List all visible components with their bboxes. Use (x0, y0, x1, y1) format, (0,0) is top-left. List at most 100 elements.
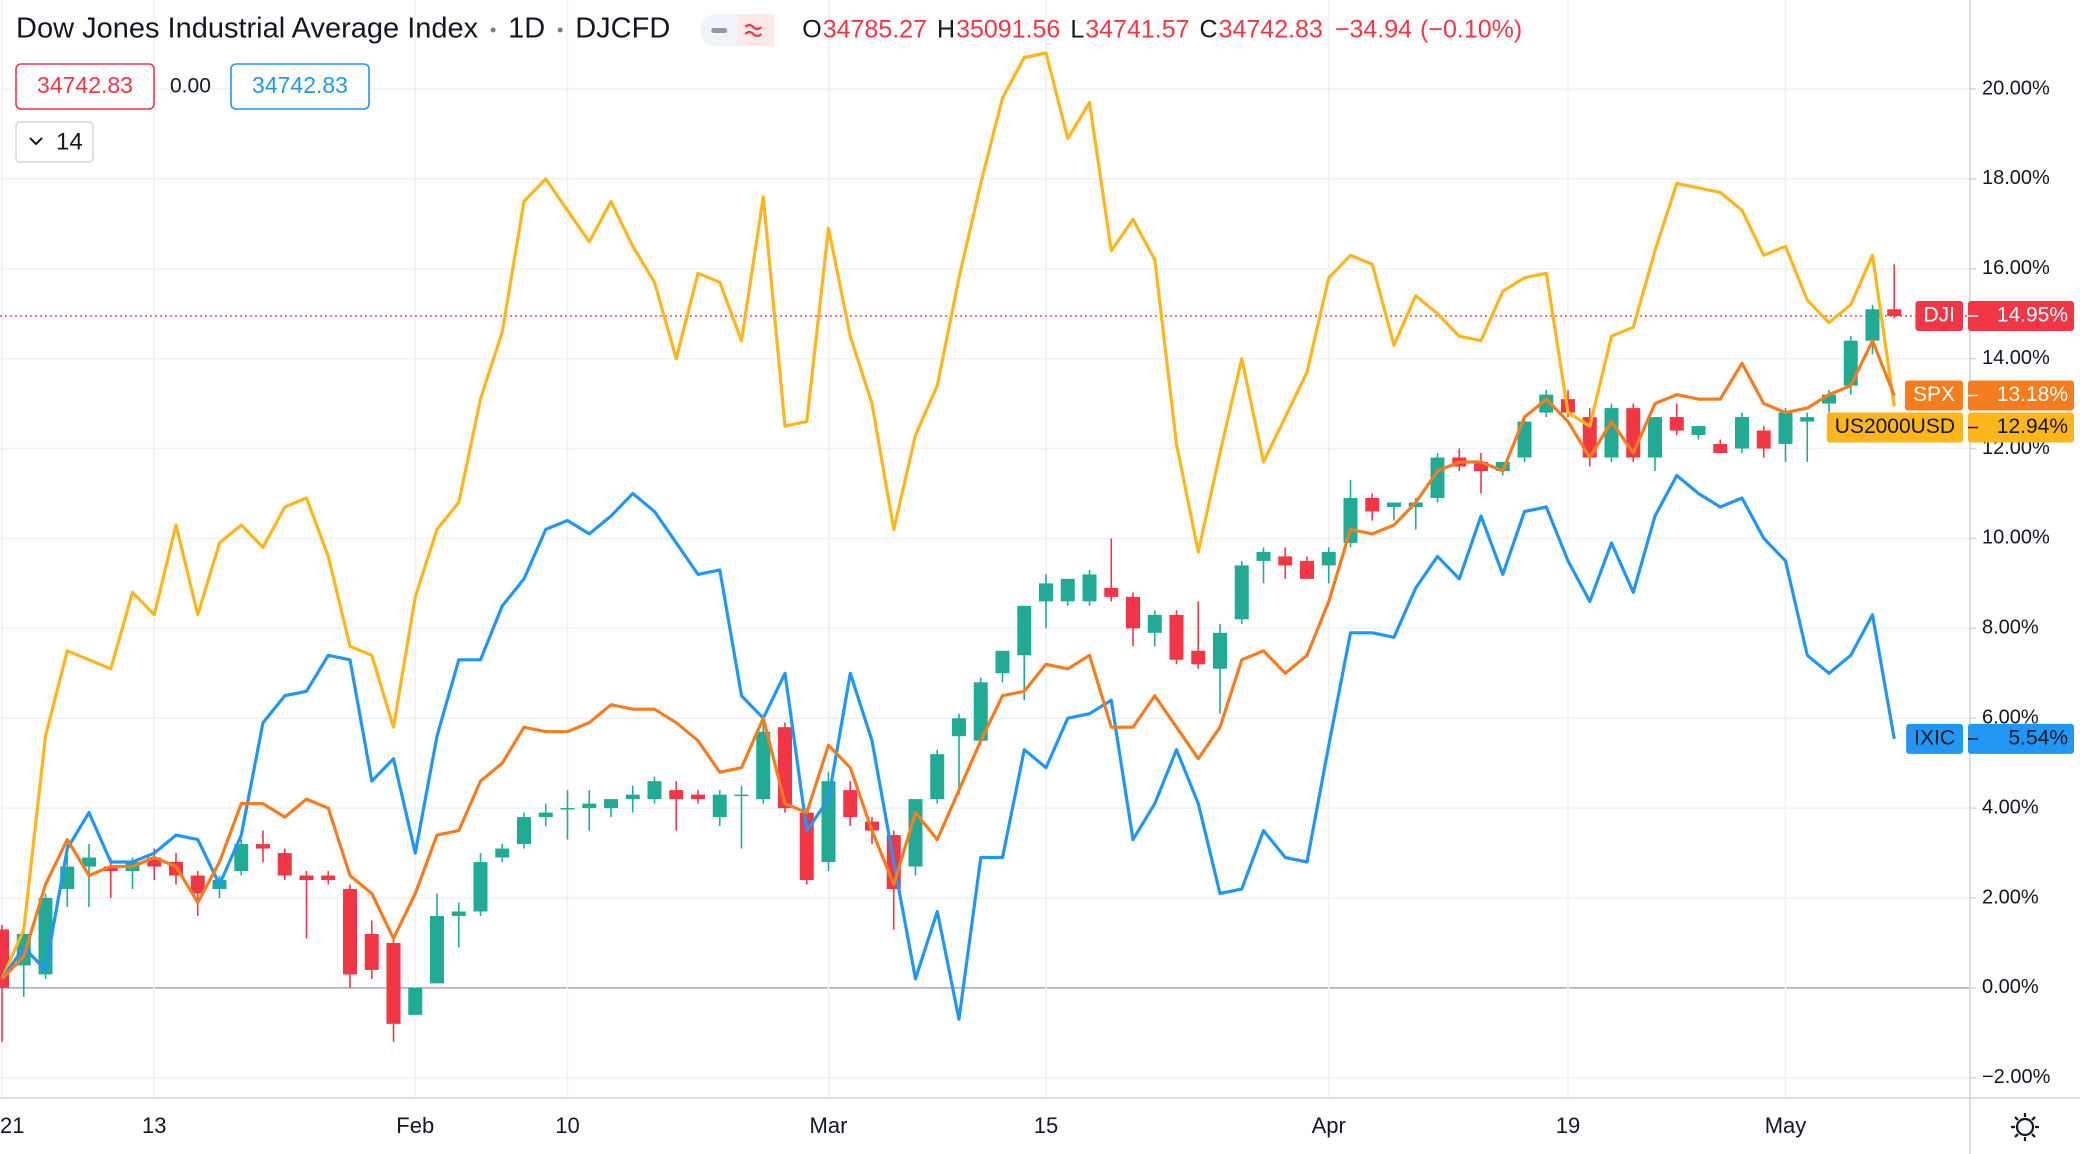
candle-body (517, 817, 531, 845)
ohlc-key: L (1070, 16, 1084, 44)
tag-value-box (1968, 300, 2074, 331)
x-tick-label: Mar (810, 1113, 848, 1138)
candle-body (669, 790, 684, 800)
buy-button[interactable]: 34742.83 (230, 63, 370, 110)
tag-value: 13.18% (1997, 383, 2068, 406)
change: −34.94 (1335, 16, 1412, 44)
x-tick-label: Apr (1312, 1113, 1346, 1138)
candle-body (277, 853, 292, 876)
y-tick-label: 10.00% (1982, 527, 2050, 549)
tag-name: US2000USD (1835, 415, 1955, 438)
settings-icon[interactable] (2011, 1113, 2039, 1141)
candle-body (1169, 614, 1184, 660)
exchange: DJCFD (575, 13, 670, 45)
candle-body (1060, 578, 1075, 602)
ohlc-value: 35091.56 (956, 16, 1060, 44)
tag-name: SPX (1913, 383, 1955, 406)
tag-value: 5.54% (2008, 726, 2068, 749)
candle-body (1887, 309, 1902, 316)
candle-body (1691, 426, 1706, 436)
candle-body (1735, 417, 1749, 449)
candle-body (1865, 309, 1880, 341)
candle-body (1843, 340, 1858, 386)
x-tick-label: 15 (1034, 1113, 1058, 1138)
y-tick-label: 20.00% (1982, 77, 2050, 99)
candle-body (973, 682, 988, 741)
y-tick-label: 8.00% (1982, 617, 2039, 639)
candle-body (234, 844, 249, 872)
tag-value: 14.95% (1997, 304, 2068, 327)
sell-button-box (15, 63, 155, 110)
indicators-toggle[interactable]: 14 (15, 121, 94, 163)
candle-body (691, 794, 705, 800)
candle-body (604, 799, 618, 809)
compare-toggle[interactable] (700, 14, 775, 46)
candle-body (495, 848, 510, 858)
candle-body (1039, 583, 1053, 602)
candle-body (1017, 605, 1032, 656)
x-tick-label: 13 (142, 1113, 166, 1138)
tag-name-box (1915, 300, 1963, 331)
x-tick-label: Feb (396, 1113, 434, 1138)
candle-body (1474, 462, 1488, 472)
candle-body (103, 866, 118, 872)
ohlc-key: H (937, 16, 955, 44)
tag-name: DJI (1924, 304, 1956, 327)
indicators-count: 14 (56, 128, 83, 155)
pill-right (737, 14, 775, 46)
tag-name-box (1904, 380, 1963, 411)
candle-body (147, 857, 162, 867)
candle-body (1300, 560, 1314, 579)
candle-body (1713, 444, 1728, 454)
y-tick-label: 2.00% (1982, 886, 2039, 908)
tag-value-box (1968, 412, 2074, 443)
ohlc-value: 34742.83 (1219, 16, 1323, 44)
change-pct: (−0.10%) (1420, 16, 1522, 44)
y-tick-label: 16.00% (1982, 257, 2050, 279)
x-tick-label: 21 (0, 1113, 24, 1138)
symbol-title: Dow Jones Industrial Average Index (16, 13, 479, 45)
candle-body (256, 844, 270, 849)
candle-body (1213, 632, 1227, 669)
ohlc-value: 34741.57 (1085, 16, 1189, 44)
sell-button[interactable]: 34742.83 (15, 63, 155, 110)
indicators-box (15, 121, 94, 163)
buy-button-box (230, 63, 370, 110)
candle-body (734, 794, 749, 797)
candle-body (386, 942, 401, 1024)
candle-body (952, 718, 966, 737)
candle-body (343, 889, 357, 975)
tag-value-box (1968, 380, 2074, 411)
gear-teeth (2011, 1113, 2039, 1141)
candle-body (995, 650, 1010, 674)
tag-name: IXIC (1914, 726, 1955, 749)
candle-body (1648, 417, 1662, 458)
candle-body (1147, 614, 1162, 633)
ohlc-key: C (1200, 16, 1218, 44)
candle-body (364, 933, 379, 970)
pill-dash (711, 28, 728, 33)
gear-body (2015, 1117, 2035, 1137)
buy-button-price: 34742.83 (252, 72, 348, 98)
candle-body (1256, 551, 1271, 561)
candle-body (190, 875, 205, 894)
series-line (0, 51, 1896, 980)
candle-body (1126, 596, 1140, 629)
candle-body (647, 781, 662, 800)
candle-body (582, 803, 597, 809)
candle-body (1822, 394, 1836, 404)
candle-body (1582, 417, 1597, 458)
candle-body (538, 812, 553, 818)
y-tick-label: 4.00% (1982, 796, 2039, 818)
candle-body (82, 857, 96, 867)
y-tick-label: 6.00% (1982, 706, 2039, 728)
tag-name-box (1826, 412, 1963, 443)
candle-body (0, 929, 9, 988)
separator (490, 27, 496, 33)
y-tick-label: 0.00% (1982, 976, 2039, 998)
x-tick-label: 19 (1556, 1113, 1580, 1138)
series-line (0, 473, 1896, 1021)
candle-body (560, 808, 575, 810)
